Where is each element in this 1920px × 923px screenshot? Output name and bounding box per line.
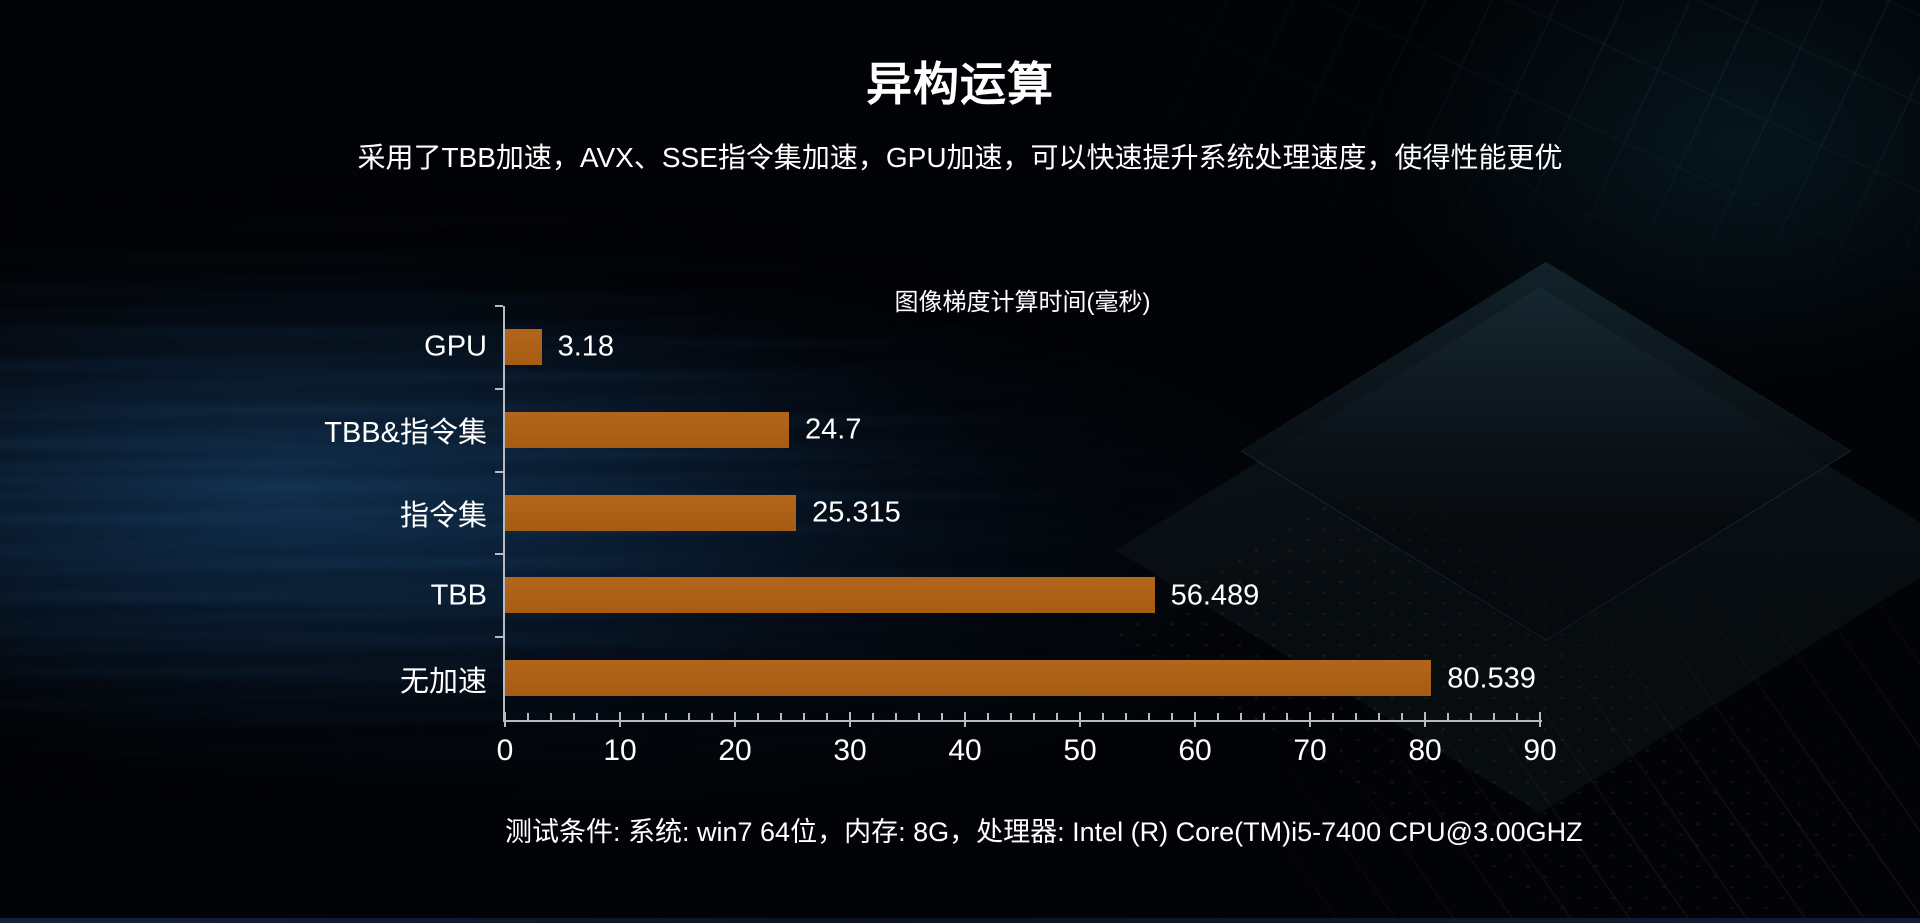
x-minor-tick — [688, 713, 690, 720]
x-minor-tick — [1516, 713, 1518, 720]
x-minor-tick — [1332, 713, 1334, 720]
x-tick-label: 80 — [1408, 734, 1442, 767]
bar-GPU — [505, 329, 542, 365]
chart-row: 无加速 80.539 — [400, 637, 1540, 720]
test-conditions-note: 测试条件: 系统: win7 64位，内存: 8G，处理器: Intel (R)… — [505, 817, 1583, 847]
y-category-tick — [495, 470, 503, 473]
category-label: GPU — [424, 330, 487, 363]
x-minor-tick — [918, 713, 920, 720]
x-minor-tick — [595, 713, 598, 720]
y-category-tick — [495, 553, 503, 556]
bar-指令集 — [505, 494, 797, 531]
chart-row: GPU 3.18 — [424, 306, 1540, 389]
x-tick-label: 70 — [1293, 734, 1327, 767]
category-label: 无加速 — [399, 665, 487, 698]
bottom-accent-strip — [0, 918, 1920, 923]
x-minor-tick — [1355, 713, 1357, 720]
bar-TBB — [505, 577, 1155, 614]
chart-row: TBB&指令集 24.7 — [324, 389, 1540, 472]
value-label: 24.7 — [805, 413, 862, 446]
x-minor-tick — [1010, 713, 1012, 720]
x-tick-label: 20 — [718, 734, 752, 767]
x-minor-tick — [642, 713, 644, 720]
x-major-tick — [1309, 712, 1311, 727]
chart-row: TBB 56.489 — [431, 554, 1540, 637]
x-major-tick — [1194, 712, 1196, 727]
x-minor-tick — [1102, 713, 1104, 720]
y-category-tick — [495, 305, 503, 307]
x-tick-label: 40 — [948, 734, 982, 767]
x-minor-tick — [757, 713, 759, 720]
circuit-lines-top-right-decoration — [1160, 0, 1920, 280]
page-title: 异构运算 — [866, 58, 1054, 110]
x-major-tick — [619, 712, 621, 727]
x-tick-label: 10 — [603, 734, 637, 767]
x-major-tick — [964, 712, 966, 727]
bar-无加速 — [505, 660, 1432, 697]
x-tick-label: 50 — [1063, 734, 1097, 767]
x-major-tick — [1424, 712, 1426, 727]
value-label: 80.539 — [1447, 662, 1536, 695]
x-minor-tick — [1240, 713, 1242, 720]
x-tick-label: 0 — [496, 734, 514, 767]
bar-TBB&指令集 — [505, 411, 790, 448]
chart-title: 图像梯度计算时间(毫秒) — [894, 289, 1151, 316]
x-minor-tick — [1286, 713, 1288, 720]
x-axis-line — [503, 720, 1542, 722]
circuit-lines-bottom-right-decoration — [1280, 603, 1920, 923]
x-minor-tick — [1125, 713, 1127, 720]
x-minor-tick — [1447, 713, 1449, 720]
x-minor-tick — [1033, 713, 1035, 720]
x-minor-tick — [1401, 713, 1403, 720]
x-tick-label: 30 — [833, 734, 867, 767]
category-label: TBB&指令集 — [324, 417, 487, 450]
y-category-tick — [495, 636, 503, 639]
x-minor-tick — [1056, 713, 1058, 720]
x-minor-tick — [1493, 713, 1495, 720]
bar-chart-plot-area: GPU 3.18 TBB&指令集 24.7 指令集 25.315 TBB 56.489 无加速 8… — [324, 305, 1557, 767]
x-minor-tick — [803, 713, 805, 720]
x-minor-tick — [665, 713, 667, 720]
x-minor-tick — [1171, 713, 1173, 720]
value-label: 25.315 — [812, 496, 901, 529]
category-label: 指令集 — [399, 499, 487, 532]
x-minor-tick — [780, 713, 782, 720]
x-minor-tick — [941, 713, 943, 720]
x-major-tick — [1539, 712, 1541, 727]
value-label: 56.489 — [1170, 579, 1260, 612]
x-minor-tick — [549, 713, 552, 720]
x-minor-tick — [1148, 713, 1150, 720]
x-major-tick — [504, 712, 506, 727]
x-minor-tick — [1470, 713, 1472, 720]
value-label: 3.18 — [557, 330, 615, 363]
x-tick-label: 90 — [1523, 734, 1557, 767]
category-label: TBB — [430, 579, 487, 612]
x-minor-tick — [987, 713, 989, 720]
y-category-tick — [495, 387, 503, 390]
x-minor-tick — [1263, 713, 1265, 720]
x-minor-tick — [526, 713, 529, 720]
x-major-tick — [1079, 712, 1081, 727]
x-minor-tick — [1378, 713, 1380, 720]
x-minor-tick — [573, 713, 575, 720]
x-minor-tick — [1217, 713, 1219, 720]
x-minor-tick — [895, 713, 897, 720]
x-major-tick — [849, 712, 851, 727]
page-subtitle: 采用了TBB加速，AVX、SSE指令集加速，GPU加速，可以快速提升系统处理速度… — [357, 142, 1563, 173]
x-tick-label: 60 — [1178, 734, 1212, 767]
y-axis-line — [503, 306, 505, 720]
x-minor-tick — [826, 713, 828, 720]
x-minor-tick — [872, 713, 874, 720]
chart-row: 指令集 25.315 — [400, 472, 1540, 555]
x-major-tick — [734, 712, 736, 727]
x-minor-tick — [711, 713, 713, 720]
